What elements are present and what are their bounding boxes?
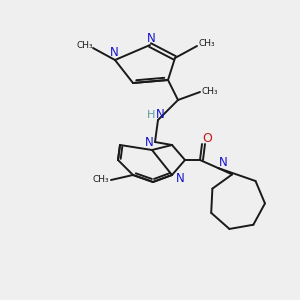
Text: CH₃: CH₃ <box>93 176 109 184</box>
Text: CH₃: CH₃ <box>202 86 218 95</box>
Text: H: H <box>147 110 155 120</box>
Text: N: N <box>110 46 118 59</box>
Text: N: N <box>219 155 227 169</box>
Text: O: O <box>202 131 212 145</box>
Text: N: N <box>156 109 164 122</box>
Text: N: N <box>147 32 155 44</box>
Text: CH₃: CH₃ <box>199 40 215 49</box>
Text: N: N <box>176 172 184 184</box>
Text: N: N <box>145 136 153 149</box>
Text: CH₃: CH₃ <box>77 41 93 50</box>
